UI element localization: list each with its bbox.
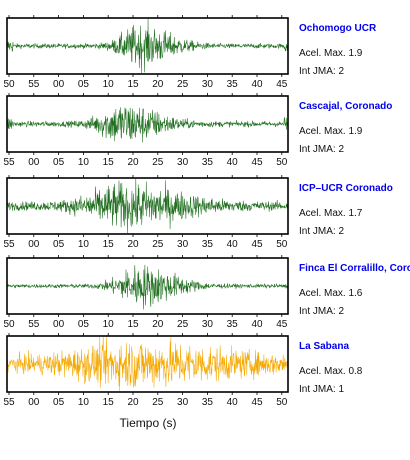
tick-label: 20 — [127, 397, 139, 408]
panel-frame — [6, 177, 289, 235]
tick-label: 15 — [103, 157, 115, 168]
waveform-trace — [7, 264, 288, 310]
tick-label: 40 — [227, 157, 239, 168]
tick-label: 35 — [202, 239, 214, 250]
tick-label: 45 — [251, 157, 263, 168]
waveform-trace — [7, 18, 288, 74]
tick-label: 50 — [276, 239, 288, 250]
tick-label: 50 — [3, 319, 15, 330]
tick-label: 00 — [53, 79, 65, 90]
tick-label: 15 — [103, 239, 115, 250]
waveform-trace — [7, 178, 288, 234]
tick-label: 00 — [53, 319, 65, 330]
station-name: Finca El Corralillo, Coronado — [299, 263, 410, 274]
peak-acceleration: Acel. Max. 1.6 — [299, 288, 363, 299]
jma-intensity: Int JMA: 2 — [299, 144, 344, 155]
peak-acceleration: Acel. Max. 1.9 — [299, 126, 363, 137]
tick-label: 50 — [276, 397, 288, 408]
tick-label: 50 — [3, 79, 15, 90]
tick-label: 20 — [127, 239, 139, 250]
tick-label: 40 — [227, 239, 239, 250]
tick-label: 30 — [202, 79, 214, 90]
tick-label: 55 — [28, 319, 40, 330]
station-name: Cascajal, Coronado — [299, 101, 392, 112]
tick-label: 35 — [202, 397, 214, 408]
tick-label: 15 — [103, 397, 115, 408]
tick-label: 30 — [177, 239, 189, 250]
waveform-trace — [7, 107, 288, 143]
station-name: Ochomogo UCR — [299, 23, 377, 34]
jma-intensity: Int JMA: 2 — [299, 306, 344, 317]
jma-intensity: Int JMA: 1 — [299, 384, 344, 395]
panel-frame — [6, 17, 289, 75]
tick-label: 25 — [177, 319, 189, 330]
tick-label: 00 — [28, 239, 40, 250]
tick-label: 25 — [152, 239, 164, 250]
panel-frame — [6, 257, 289, 315]
tick-label: 10 — [78, 397, 90, 408]
tick-label: 30 — [177, 397, 189, 408]
tick-label: 45 — [251, 397, 263, 408]
tick-label: 05 — [53, 239, 65, 250]
jma-intensity: Int JMA: 2 — [299, 226, 344, 237]
station-panel: 55 00 05 10 15 20 25 30 35 40 45 50 ICP–UCR Coronado… — [3, 175, 393, 250]
tick-label: 55 — [28, 79, 40, 90]
station-panel: 55 00 05 10 15 20 25 30 35 40 45 50 Cascajal, Corona… — [3, 93, 392, 168]
tick-label: 25 — [177, 79, 189, 90]
tick-label: 40 — [227, 397, 239, 408]
tick-label: 25 — [152, 397, 164, 408]
tick-label: 00 — [28, 157, 40, 168]
tick-label: 45 — [276, 79, 288, 90]
tick-label: 20 — [152, 319, 164, 330]
peak-acceleration: Acel. Max. 1.7 — [299, 208, 363, 219]
x-axis-label: Tiempo (s) — [120, 416, 177, 430]
tick-label: 40 — [251, 319, 263, 330]
tick-label: 10 — [103, 79, 115, 90]
peak-acceleration: Acel. Max. 1.9 — [299, 48, 363, 59]
tick-label: 00 — [28, 397, 40, 408]
tick-label: 35 — [202, 157, 214, 168]
peak-acceleration: Acel. Max. 0.8 — [299, 366, 363, 377]
tick-label: 20 — [152, 79, 164, 90]
tick-label: 35 — [227, 79, 239, 90]
station-panel: 50 55 00 05 10 15 20 25 30 35 40 45 Ochomogo UCR Acel… — [3, 15, 377, 90]
tick-label: 30 — [202, 319, 214, 330]
panel-frame — [6, 335, 289, 393]
tick-label: 05 — [53, 397, 65, 408]
tick-label: 55 — [3, 397, 15, 408]
station-name: ICP–UCR Coronado — [299, 183, 393, 194]
tick-label: 50 — [276, 157, 288, 168]
jma-intensity: Int JMA: 2 — [299, 66, 344, 77]
station-name: La Sabana — [299, 341, 349, 352]
tick-label: 35 — [227, 319, 239, 330]
tick-label: 10 — [103, 319, 115, 330]
tick-label: 10 — [78, 239, 90, 250]
tick-label: 55 — [3, 239, 15, 250]
tick-label: 15 — [127, 319, 139, 330]
waveform-trace — [7, 336, 288, 392]
tick-label: 15 — [127, 79, 139, 90]
tick-label: 30 — [177, 157, 189, 168]
tick-label: 05 — [78, 79, 90, 90]
tick-label: 55 — [3, 157, 15, 168]
station-panel: 55 00 05 10 15 20 25 30 35 40 45 50 La Sabana Acel. M… — [3, 333, 363, 408]
station-panel: 50 55 00 05 10 15 20 25 30 35 40 45 Finca El Corrali… — [3, 255, 410, 330]
tick-label: 45 — [251, 239, 263, 250]
tick-label: 05 — [53, 157, 65, 168]
panels-layer: 50 55 00 05 10 15 20 25 30 35 40 45 Ochomogo UCR Acel… — [3, 15, 410, 408]
tick-label: 10 — [78, 157, 90, 168]
tick-label: 40 — [251, 79, 263, 90]
tick-label: 20 — [127, 157, 139, 168]
panel-frame — [6, 95, 289, 153]
tick-label: 05 — [78, 319, 90, 330]
tick-label: 45 — [276, 319, 288, 330]
tick-label: 25 — [152, 157, 164, 168]
